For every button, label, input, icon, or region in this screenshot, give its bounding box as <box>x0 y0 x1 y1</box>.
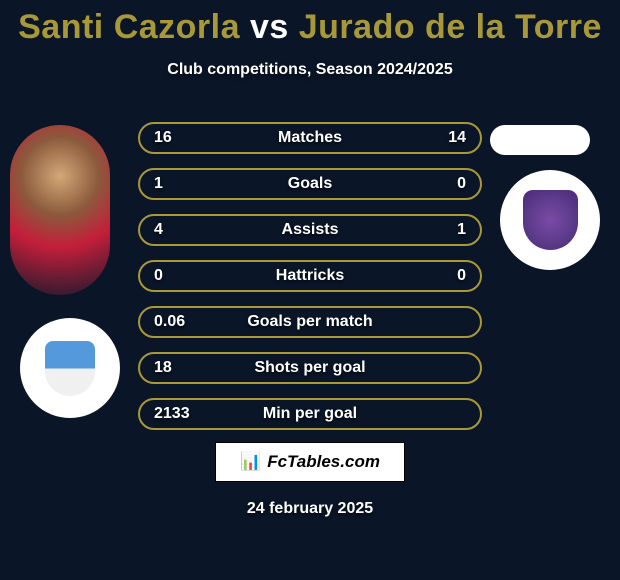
stat-value-left: 18 <box>154 359 172 377</box>
stat-row: 0 Hattricks 0 <box>138 260 482 292</box>
player2-photo <box>490 125 590 155</box>
stat-value-left: 1 <box>154 175 163 193</box>
player1-name: Santi Cazorla <box>18 8 240 46</box>
stats-container: 16 Matches 14 1 Goals 0 4 Assists 1 0 Hattricks 0 0.… <box>138 122 482 444</box>
player2-name: Jurado de la Torre <box>299 8 602 46</box>
stat-row: 0.06 Goals per match <box>138 306 482 338</box>
stat-value-right: 1 <box>457 221 466 239</box>
watermark: 📊 FcTables.com <box>215 442 405 482</box>
player1-club-badge <box>20 318 120 418</box>
stat-row: 2133 Min per goal <box>138 398 482 430</box>
stat-row: 16 Matches 14 <box>138 122 482 154</box>
player2-club-badge <box>500 170 600 270</box>
stat-label: Shots per goal <box>254 359 365 377</box>
stat-value-left: 2133 <box>154 405 190 423</box>
player1-photo <box>10 125 110 295</box>
vs-separator: vs <box>250 8 289 46</box>
subtitle: Club competitions, Season 2024/2025 <box>0 61 620 79</box>
stat-label: Goals per match <box>247 313 372 331</box>
stat-value-right: 0 <box>457 175 466 193</box>
watermark-text: FcTables.com <box>267 452 380 472</box>
stat-value-left: 0.06 <box>154 313 185 331</box>
stat-value-right: 0 <box>457 267 466 285</box>
date-label: 24 february 2025 <box>247 500 373 518</box>
stat-label: Hattricks <box>276 267 344 285</box>
stat-label: Matches <box>278 129 342 147</box>
stat-label: Goals <box>288 175 332 193</box>
stat-value-left: 16 <box>154 129 172 147</box>
stat-value-right: 14 <box>448 129 466 147</box>
stat-row: 18 Shots per goal <box>138 352 482 384</box>
stat-value-left: 4 <box>154 221 163 239</box>
stat-value-left: 0 <box>154 267 163 285</box>
stat-row: 4 Assists 1 <box>138 214 482 246</box>
comparison-title: Santi Cazorla vs Jurado de la Torre <box>0 0 620 47</box>
stat-row: 1 Goals 0 <box>138 168 482 200</box>
stat-label: Min per goal <box>263 405 357 423</box>
chart-icon: 📊 <box>240 452 261 472</box>
stat-label: Assists <box>282 221 339 239</box>
